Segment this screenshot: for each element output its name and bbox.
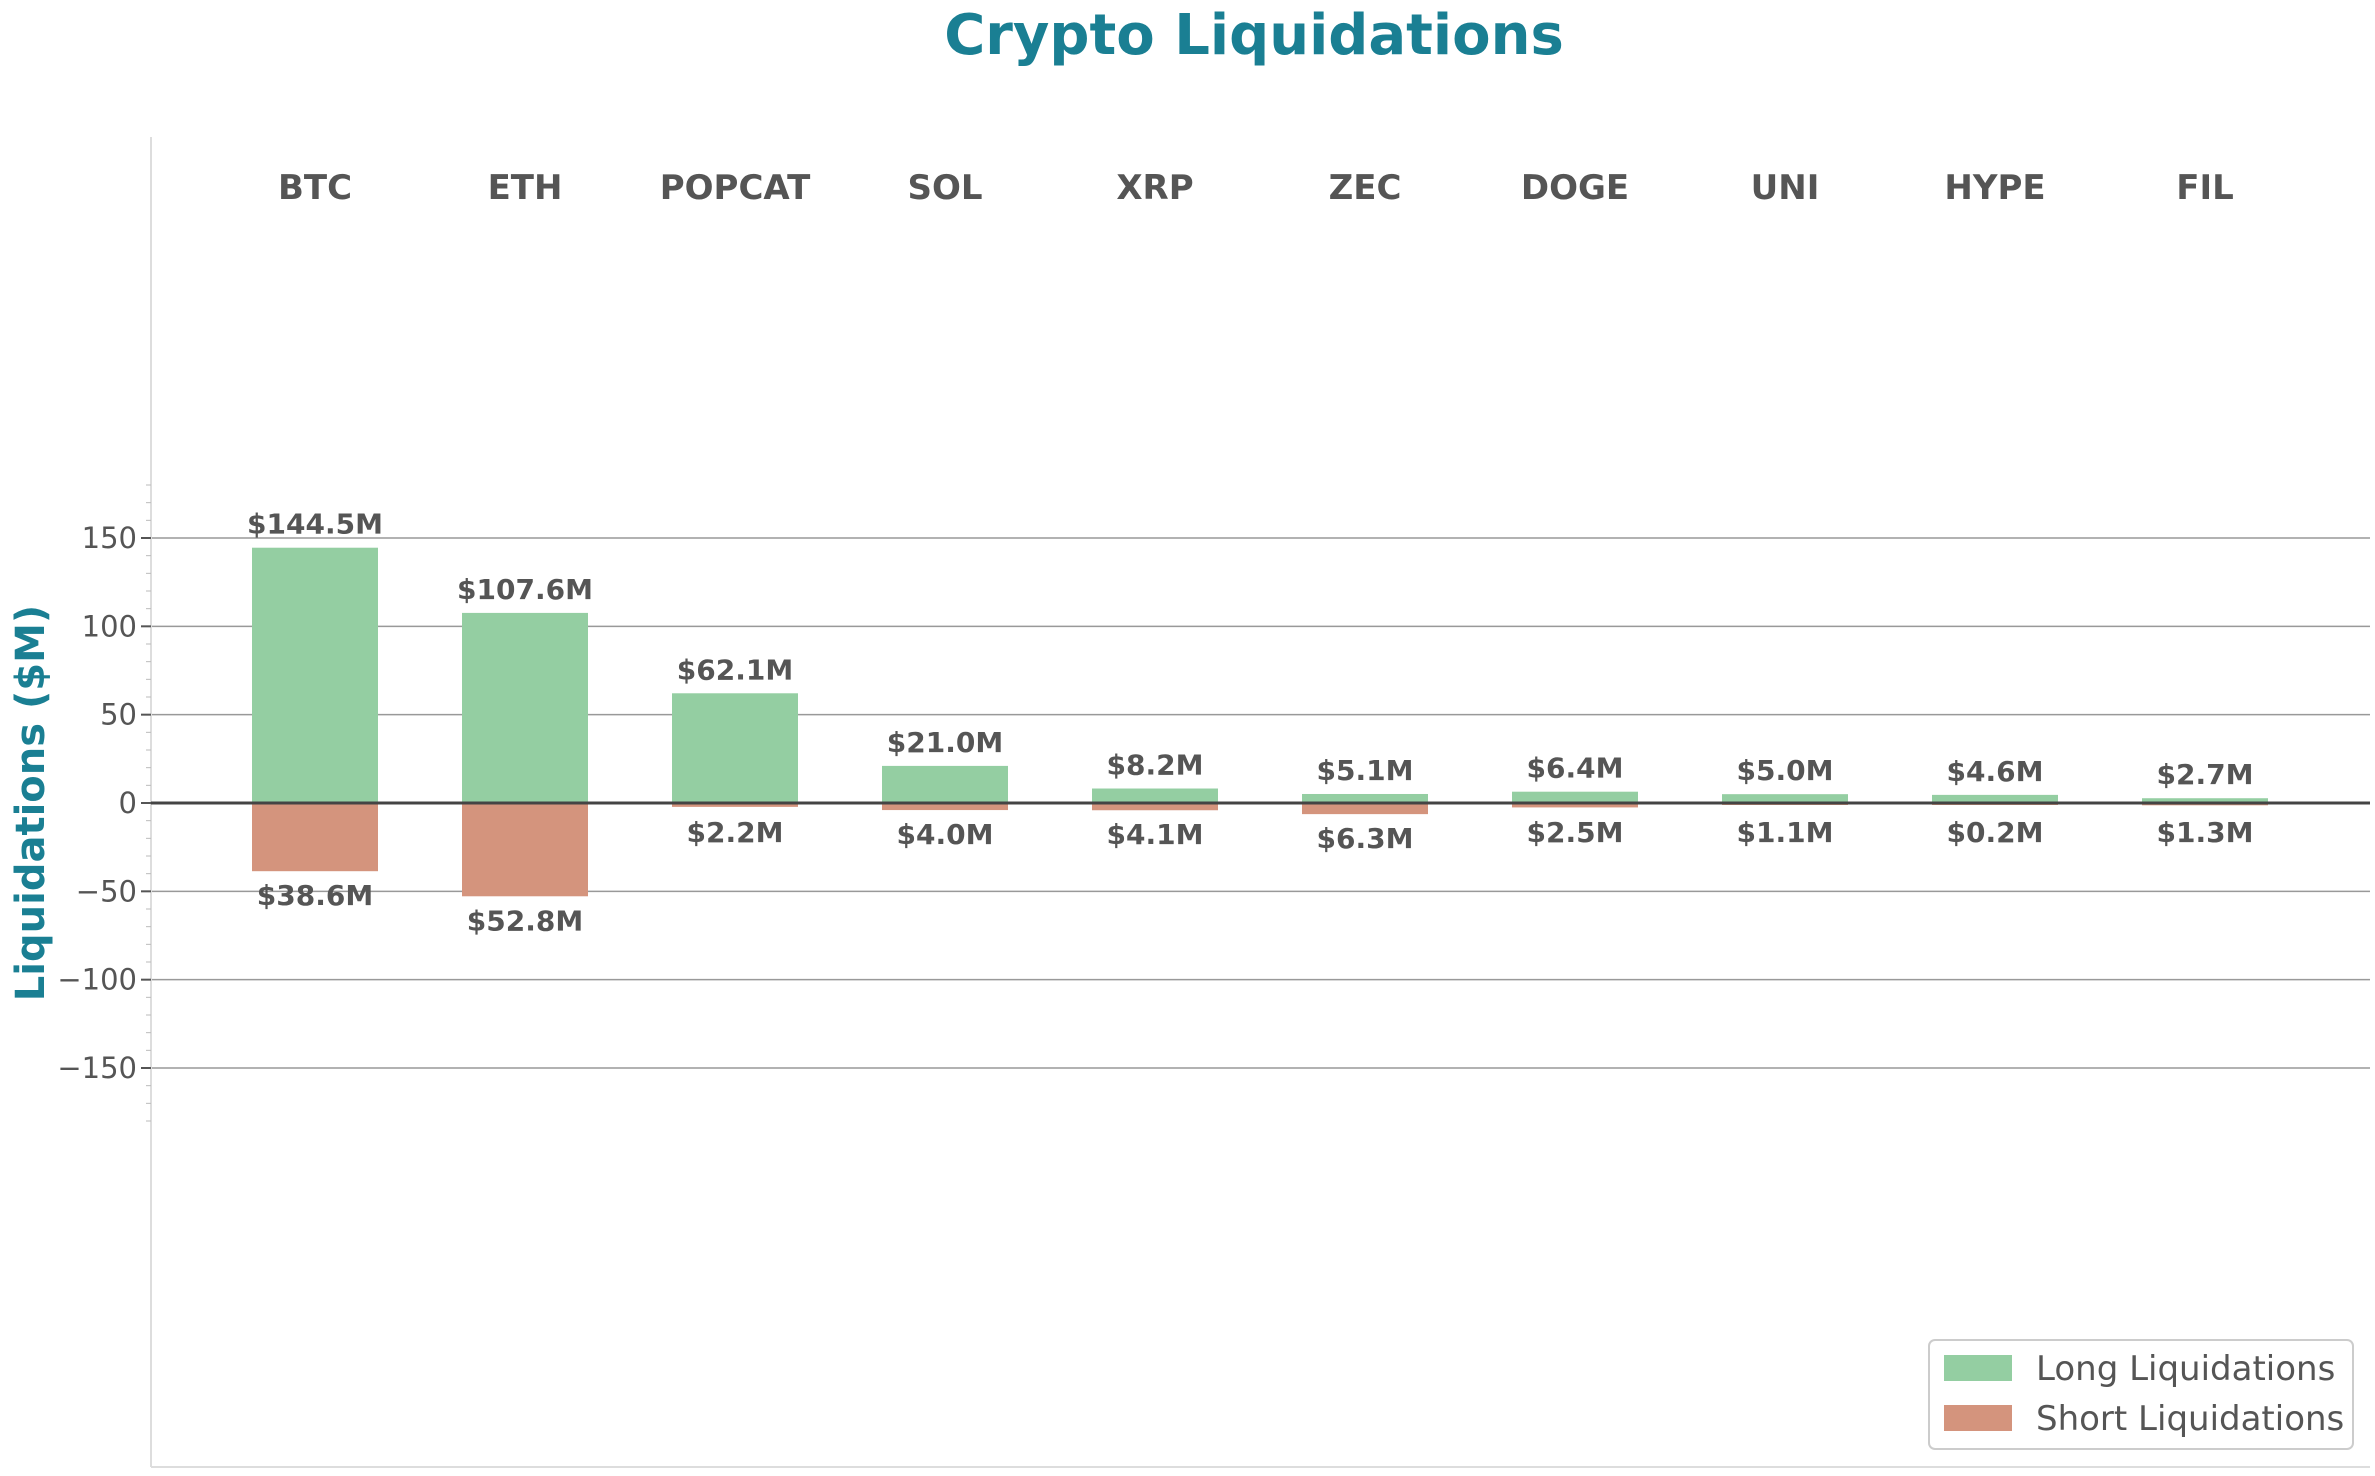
category-label: BTC — [278, 168, 352, 208]
legend-label-long: Long Liquidations — [2036, 1349, 2335, 1389]
y-tick-label: 100 — [82, 609, 137, 643]
long-bar — [462, 612, 588, 803]
data-labels: $144.5M $38.6M $107.6M $52.8M $62.1M $2.2M $21… — [247, 508, 2253, 938]
short-bar — [1302, 803, 1428, 815]
long-bar — [1512, 791, 1638, 803]
y-axis-label: Liquidations ($M) — [8, 605, 54, 1001]
long-value-label: $8.2M — [1107, 749, 1204, 782]
short-value-label: $38.6M — [257, 879, 373, 912]
category-label: XRP — [1116, 168, 1193, 208]
long-value-label: $107.6M — [457, 573, 593, 606]
category-label: DOGE — [1521, 168, 1629, 208]
legend: Long Liquidations Short Liquidations — [1928, 1339, 2354, 1450]
long-value-label: $2.7M — [2157, 758, 2254, 791]
long-value-label: $5.1M — [1317, 754, 1414, 787]
y-tick-label: 150 — [82, 521, 137, 555]
long-value-label: $5.0M — [1737, 754, 1834, 787]
long-value-label: $21.0M — [887, 726, 1003, 759]
short-bar — [462, 803, 588, 897]
long-bar — [1302, 793, 1428, 803]
short-bar — [672, 803, 798, 807]
short-value-label: $2.2M — [687, 816, 784, 849]
legend-swatch-short — [1944, 1405, 2012, 1431]
chart-title: Crypto Liquidations — [944, 3, 1564, 68]
y-tick-label: −50 — [76, 874, 137, 908]
long-bar — [252, 547, 378, 803]
long-bar — [1932, 794, 2058, 803]
legend-swatch-long — [1944, 1355, 2012, 1381]
short-value-label: $2.5M — [1527, 816, 1624, 849]
y-tick-label: −100 — [57, 963, 137, 997]
short-bar — [1092, 803, 1218, 811]
long-bar — [1722, 794, 1848, 803]
short-value-label: $52.8M — [467, 904, 583, 937]
bars — [252, 547, 2268, 897]
y-minor-ticks — [146, 484, 151, 1122]
long-bar — [2142, 798, 2268, 803]
category-label: FIL — [2176, 168, 2234, 208]
long-value-label: $6.4M — [1527, 752, 1624, 785]
long-value-label: $62.1M — [677, 653, 793, 686]
short-value-label: $1.1M — [1737, 816, 1834, 849]
short-value-label: $6.3M — [1317, 822, 1414, 855]
y-tick-label: 50 — [100, 698, 137, 732]
legend-label-short: Short Liquidations — [2036, 1399, 2344, 1439]
short-value-label: $4.1M — [1107, 818, 1204, 851]
category-label: ZEC — [1329, 168, 1402, 208]
y-tick-label: 0 — [119, 786, 137, 820]
y-tick-label: −150 — [57, 1051, 137, 1085]
category-label: ETH — [488, 168, 563, 208]
short-bar — [882, 803, 1008, 811]
short-bar — [1512, 803, 1638, 808]
legend-box — [1928, 1339, 2354, 1450]
short-value-label: $4.0M — [897, 818, 994, 851]
long-bar — [672, 693, 798, 803]
long-value-label: $4.6M — [1947, 755, 2044, 788]
short-value-label: $1.3M — [2157, 816, 2254, 849]
category-label: SOL — [907, 168, 982, 208]
long-bar — [1092, 788, 1218, 803]
y-axis-ticks: −150 −100 −50 0 50 100 150 — [57, 521, 151, 1085]
long-bar — [882, 765, 1008, 803]
category-label: POPCAT — [660, 168, 811, 208]
category-label: HYPE — [1944, 168, 2045, 208]
category-label: UNI — [1751, 168, 1820, 208]
short-bar — [252, 803, 378, 872]
category-labels: BTC ETH POPCAT SOL XRP ZEC DOGE UNI HYPE FIL — [278, 168, 2234, 208]
long-value-label: $144.5M — [247, 508, 383, 541]
short-value-label: $0.2M — [1947, 816, 2044, 849]
